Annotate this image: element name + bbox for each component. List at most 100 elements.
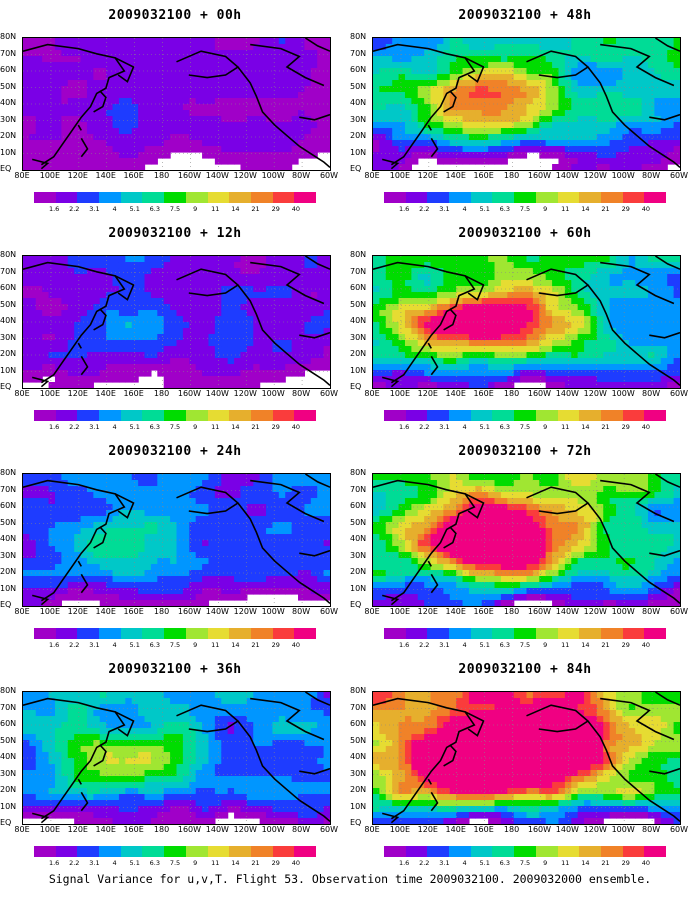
colorbar-swatch <box>405 628 428 639</box>
latitude-label: 40N <box>0 534 17 543</box>
latitude-label: 40N <box>0 752 17 761</box>
colorbar-label: 7.5 <box>169 859 181 867</box>
longitude-label: 160E <box>473 607 494 616</box>
longitude-label: 100W <box>611 607 635 616</box>
coastline <box>77 778 89 812</box>
colorbar-label: 5.1 <box>129 641 140 649</box>
colorbar-swatch <box>77 846 100 857</box>
latitude-label: 80N <box>0 686 17 695</box>
longitude-label: 120E <box>417 607 438 616</box>
latitude-label: 20N <box>350 567 367 576</box>
latitude-label: EQ <box>350 818 362 827</box>
latitude-label: EQ <box>350 164 362 173</box>
coastline <box>600 479 675 523</box>
colorbar-swatch <box>384 410 406 421</box>
latitude-label: 40N <box>350 316 367 325</box>
colorbar <box>34 846 316 857</box>
coastline <box>114 493 135 519</box>
longitude-label: 80E <box>14 171 30 180</box>
colorbar-label: 2.2 <box>419 205 430 213</box>
colorbar-swatch <box>449 410 471 421</box>
latitude-label: 70N <box>0 266 17 276</box>
longitude-label: 80W <box>642 607 661 616</box>
longitude-label: 120W <box>233 171 257 180</box>
colorbar-swatch <box>470 410 493 421</box>
colorbar-label: 11 <box>211 859 220 867</box>
colorbar-label: 7.5 <box>169 423 181 431</box>
colorbar-label: 11 <box>561 423 570 431</box>
coastline <box>649 113 680 121</box>
coastline <box>250 261 325 305</box>
latitude-label: 70N <box>350 266 367 276</box>
latitude-label: 10N <box>0 365 17 375</box>
colorbar-swatch <box>229 192 251 203</box>
coastline <box>600 43 675 87</box>
variance-map <box>372 37 681 171</box>
latitude-label: 10N <box>350 365 367 375</box>
latitude-label: 80N <box>350 250 367 259</box>
colorbar-swatch <box>644 192 666 203</box>
panel-title: 2009032100 + 48h <box>458 8 592 23</box>
longitude-label: 180 <box>153 607 170 616</box>
colorbar-swatch <box>427 410 450 421</box>
longitude-label: 160W <box>527 389 552 398</box>
colorbar-swatch <box>229 628 251 639</box>
latitude-label: EQ <box>350 382 362 391</box>
coastline <box>381 158 400 170</box>
colorbar-swatch <box>622 846 645 857</box>
colorbar-label: 11 <box>211 423 220 431</box>
colorbar-swatch <box>557 192 580 203</box>
latitude-label: 20N <box>350 131 367 140</box>
longitude-label: 80E <box>364 171 380 180</box>
colorbar-swatch <box>34 192 56 203</box>
colorbar-swatch <box>579 628 601 639</box>
longitude-label: 80W <box>292 825 311 834</box>
colorbar-label: 3.1 <box>439 205 450 213</box>
latitude-label: 60N <box>350 501 367 510</box>
latitude-label: 40N <box>350 98 367 107</box>
longitude-label: 160E <box>123 171 144 180</box>
latitude-label: EQ <box>350 600 362 609</box>
colorbar-label: 1.6 <box>48 859 60 867</box>
latitude-label: 10N <box>0 583 17 593</box>
colorbar-label: 3.1 <box>89 641 100 649</box>
longitude-label: 160W <box>177 389 202 398</box>
longitude-label: 60W <box>319 171 339 180</box>
colorbar-swatch <box>470 628 493 639</box>
colorbar-label: 9 <box>193 205 198 213</box>
colorbar-label: 9 <box>193 423 198 431</box>
coastline <box>381 376 400 388</box>
colorbar-label: 7.5 <box>169 205 181 213</box>
colorbar-label: 29 <box>271 205 280 213</box>
coastline <box>654 692 680 706</box>
colorbar-label: 14 <box>581 859 590 867</box>
longitude-label: 80W <box>292 389 311 398</box>
colorbar-swatch <box>99 846 121 857</box>
coastline <box>23 43 126 166</box>
longitude-label: 80E <box>14 607 30 616</box>
coastline <box>304 692 330 706</box>
colorbar-swatch <box>185 628 208 639</box>
latitude-label: 30N <box>350 768 367 778</box>
colorbar-swatch <box>164 846 186 857</box>
colorbar-label: 6.3 <box>499 641 511 649</box>
colorbar-swatch <box>250 410 273 421</box>
longitude-label: 80W <box>642 171 661 180</box>
map-panel: 2009032100 + 00h 80N 70N 60N 50N 40N 30N 20N 10N… <box>0 0 350 218</box>
longitude-label: 140E <box>95 825 116 834</box>
colorbar-swatch <box>557 628 580 639</box>
panel-title: 2009032100 + 72h <box>458 444 592 459</box>
colorbar-label: 21 <box>601 205 610 213</box>
longitude-label: 100E <box>389 607 411 616</box>
coastline <box>587 502 650 583</box>
colorbar-label: 9 <box>543 859 548 867</box>
latitude-label: 60N <box>0 283 17 292</box>
coastline <box>299 113 330 121</box>
coastline <box>298 581 330 605</box>
latitude-label: 80N <box>0 468 17 477</box>
latitude-label: 20N <box>0 567 17 576</box>
latitude-label: 80N <box>350 32 367 41</box>
longitude-label: 60W <box>669 825 689 834</box>
colorbar-swatch <box>492 846 515 857</box>
colorbar-swatch <box>77 628 100 639</box>
